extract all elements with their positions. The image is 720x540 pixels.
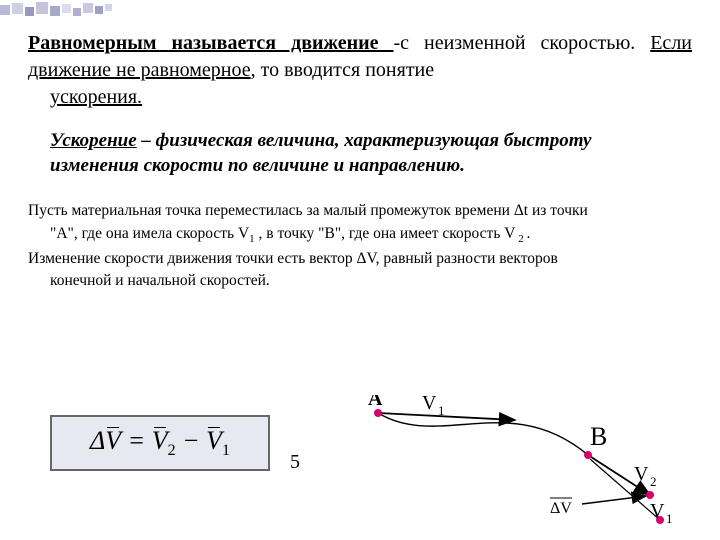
label-A: A bbox=[368, 395, 383, 410]
line4: конечной и начальной скоростей. bbox=[28, 270, 692, 292]
label-V1: V bbox=[422, 395, 437, 414]
formula-expression: ΔV = V2 − V1 bbox=[90, 426, 230, 460]
svg-text:1: 1 bbox=[438, 403, 445, 418]
term: Ускорение bbox=[50, 130, 137, 151]
vector-diagram: A V 1 B V 2 ΔV V 1 bbox=[350, 395, 680, 530]
label-V1b: V bbox=[650, 500, 665, 522]
term-uniform: Равномерным называется движение bbox=[28, 32, 394, 54]
svg-text:1: 1 bbox=[666, 511, 673, 526]
diagram-svg: A V 1 B V 2 ΔV V 1 bbox=[350, 395, 680, 530]
svg-text:2: 2 bbox=[650, 474, 657, 489]
slide-number: 5 bbox=[290, 451, 300, 474]
line1: Пусть материальная точка переместилась з… bbox=[28, 202, 588, 219]
text: -с неизменной скоростью. bbox=[394, 32, 651, 54]
line2: "A", где она имела скорость V1 , в точку… bbox=[28, 223, 692, 248]
slide-decoration bbox=[0, 0, 140, 22]
paragraph-uniform-motion: Равномерным называется движение -с неизм… bbox=[28, 30, 692, 111]
label-V2: V bbox=[634, 463, 649, 485]
label-dV: ΔV bbox=[550, 500, 572, 517]
deco-svg bbox=[0, 0, 140, 24]
paragraph-explanation: Пусть материальная точка переместилась з… bbox=[28, 200, 692, 292]
formula-diagram-area: ΔV = V2 − V1 5 bbox=[40, 395, 680, 535]
paragraph-definition: Ускорение – физическая величина, характе… bbox=[50, 129, 682, 178]
line3: Изменение скорости движения точки есть в… bbox=[28, 250, 558, 267]
content-area: Равномерным называется движение -с неизм… bbox=[28, 30, 692, 293]
text: , то вводится понятие bbox=[251, 59, 435, 81]
term-acceleration: ускорения. bbox=[50, 84, 142, 111]
formula-box: ΔV = V2 − V1 bbox=[50, 415, 270, 471]
label-B: B bbox=[590, 422, 607, 451]
